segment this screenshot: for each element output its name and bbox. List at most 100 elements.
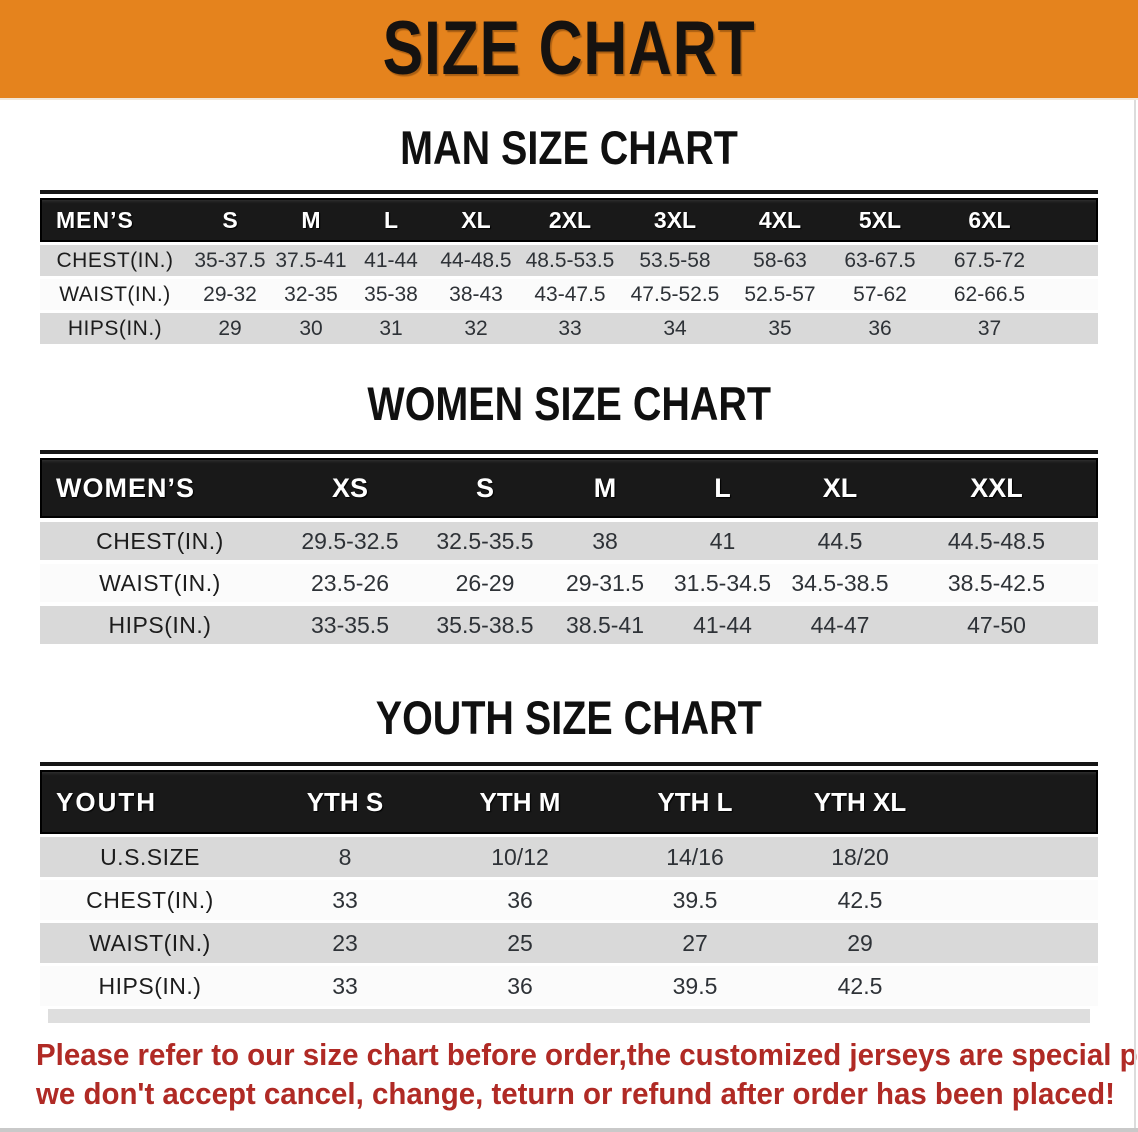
- size-value-cell: 35-38: [364, 282, 418, 306]
- size-column-header: 2XL: [548, 206, 592, 233]
- size-value-cell: 47-50: [967, 611, 1026, 638]
- table-row: CHEST(IN.) 33 36 39.5 42.5: [40, 880, 1098, 920]
- size-value-cell: 37.5-41: [275, 248, 347, 272]
- size-value-cell: 63-67.5: [844, 248, 916, 272]
- row-label: U.S.SIZE: [100, 843, 200, 870]
- size-value-cell: 33: [558, 316, 582, 340]
- size-value-cell: 34: [663, 316, 687, 340]
- table-header-row: MEN’S S M L XL 2XL 3XL 4XL 5XL 6XL: [40, 198, 1098, 242]
- table-corner-label: MEN’S: [56, 206, 134, 233]
- size-value-cell: 35-37.5: [194, 248, 266, 272]
- women-size-table: WOMEN’S XS S M L XL XXL CHEST(IN.) 29.5-32.5 32.5…: [40, 450, 1098, 644]
- table-header-row: WOMEN’S XS S M L XL XXL: [40, 458, 1098, 518]
- size-value-cell: 35.5-38.5: [436, 611, 534, 638]
- row-label: WAIST(IN.): [59, 282, 171, 306]
- table-row: WAIST(IN.) 23 25 27 29: [40, 923, 1098, 963]
- size-value-cell: 34.5-38.5: [791, 569, 889, 596]
- size-value-cell: 52.5-57: [744, 282, 816, 306]
- size-column-header: 3XL: [653, 206, 697, 233]
- size-column-header: YTH XL: [813, 786, 907, 817]
- youth-size-table: YOUTH YTH S YTH M YTH L YTH XL U.S.SIZE 8 10/12…: [40, 762, 1098, 1023]
- size-value-cell: 33: [332, 886, 358, 913]
- size-column-header: M: [301, 206, 321, 233]
- size-column-header: S: [222, 206, 238, 233]
- size-column-header: M: [593, 472, 617, 503]
- size-value-cell: 38-43: [449, 282, 503, 306]
- table-row: HIPS(IN.) 29 30 31 32 33 34 35 36 37: [40, 313, 1098, 344]
- size-value-cell: 32-35: [284, 282, 338, 306]
- women-section-heading: WOMEN SIZE CHART: [0, 378, 1138, 430]
- size-column-header: YTH S: [306, 786, 384, 817]
- size-value-cell: 29-32: [203, 282, 257, 306]
- table-top-rule: [40, 762, 1098, 766]
- men-section-heading: MAN SIZE CHART: [0, 122, 1138, 174]
- disclaimer: Please refer to our size chart before or…: [36, 1035, 1138, 1113]
- size-value-cell: 32: [464, 316, 488, 340]
- size-value-cell: 33-35.5: [310, 611, 389, 638]
- size-value-cell: 36: [868, 316, 892, 340]
- size-value-cell: 27: [682, 929, 708, 956]
- size-column-header: YTH L: [657, 786, 733, 817]
- size-value-cell: 29: [847, 929, 873, 956]
- men-size-table: MEN’S S M L XL 2XL 3XL 4XL 5XL 6XL CHEST(IN.) 35-37…: [40, 190, 1098, 344]
- row-label: HIPS(IN.): [98, 972, 202, 999]
- size-value-cell: 41-44: [693, 611, 752, 638]
- size-value-cell: 26-29: [455, 569, 515, 596]
- size-value-cell: 58-63: [753, 248, 807, 272]
- size-value-cell: 29-31.5: [565, 569, 644, 596]
- size-value-cell: 39.5: [672, 972, 718, 999]
- size-value-cell: 18/20: [831, 843, 889, 870]
- disclaimer-line-2: we don't accept cancel, change, teturn o…: [36, 1076, 1115, 1111]
- size-value-cell: 39.5: [672, 886, 718, 913]
- table-top-rule: [40, 450, 1098, 454]
- size-value-cell: 36: [507, 886, 533, 913]
- row-label: WAIST(IN.): [99, 569, 221, 596]
- size-value-cell: 31: [379, 316, 403, 340]
- size-value-cell: 37: [977, 316, 1002, 340]
- row-label: HIPS(IN.): [108, 611, 212, 638]
- size-value-cell: 57-62: [853, 282, 907, 306]
- size-value-cell: 32.5-35.5: [436, 527, 534, 554]
- size-value-cell: 62-66.5: [953, 282, 1026, 306]
- size-value-cell: 10/12: [491, 843, 549, 870]
- table-row: CHEST(IN.) 35-37.5 37.5-41 41-44 44-48.5 48.5…: [40, 245, 1098, 276]
- row-label: HIPS(IN.): [67, 316, 163, 340]
- size-value-cell: 8: [338, 843, 352, 870]
- size-value-cell: 48.5-53.5: [525, 248, 615, 272]
- disclaimer-line-1: Please refer to our size chart before or…: [36, 1037, 1138, 1072]
- size-column-header: YTH M: [479, 786, 561, 817]
- size-value-cell: 42.5: [837, 972, 883, 999]
- size-value-cell: 35: [768, 316, 792, 340]
- table-row: HIPS(IN.) 33 36 39.5 42.5: [40, 966, 1098, 1006]
- size-value-cell: 44.5-48.5: [947, 527, 1046, 554]
- size-column-header: XXL: [970, 472, 1023, 503]
- size-column-header: S: [475, 472, 494, 503]
- row-label: CHEST(IN.): [86, 886, 214, 913]
- table-row: U.S.SIZE 8 10/12 14/16 18/20: [40, 837, 1098, 877]
- size-value-cell: 67.5-72: [953, 248, 1026, 272]
- youth-section-heading: YOUTH SIZE CHART: [0, 692, 1138, 744]
- size-value-cell: 23: [332, 929, 358, 956]
- table-top-rule: [40, 190, 1098, 194]
- women-section-heading-text: WOMEN SIZE CHART: [367, 377, 771, 430]
- row-label: WAIST(IN.): [89, 929, 211, 956]
- banner-title: SIZE CHART: [382, 6, 756, 91]
- size-value-cell: 38.5-41: [565, 611, 644, 638]
- size-value-cell: 41: [709, 527, 736, 554]
- size-value-cell: 41-44: [364, 248, 418, 272]
- size-value-cell: 44-47: [810, 611, 870, 638]
- size-value-cell: 30: [299, 316, 323, 340]
- scan-edge-bottom: [0, 1128, 1138, 1132]
- size-value-cell: 25: [507, 929, 533, 956]
- size-value-cell: 44-48.5: [440, 248, 512, 272]
- size-column-header: XL: [461, 206, 491, 233]
- size-value-cell: 31.5-34.5: [673, 569, 772, 596]
- table-row: WAIST(IN.) 23.5-26 26-29 29-31.5 31.5-34.5 34…: [40, 564, 1098, 602]
- size-value-cell: 47.5-52.5: [630, 282, 720, 306]
- youth-section-heading-text: YOUTH SIZE CHART: [375, 691, 763, 744]
- row-label: CHEST(IN.): [56, 248, 174, 272]
- row-label: CHEST(IN.): [96, 527, 224, 554]
- size-value-cell: 23.5-26: [310, 569, 389, 596]
- size-value-cell: 44.5: [817, 527, 863, 554]
- size-column-header: 4XL: [758, 206, 802, 233]
